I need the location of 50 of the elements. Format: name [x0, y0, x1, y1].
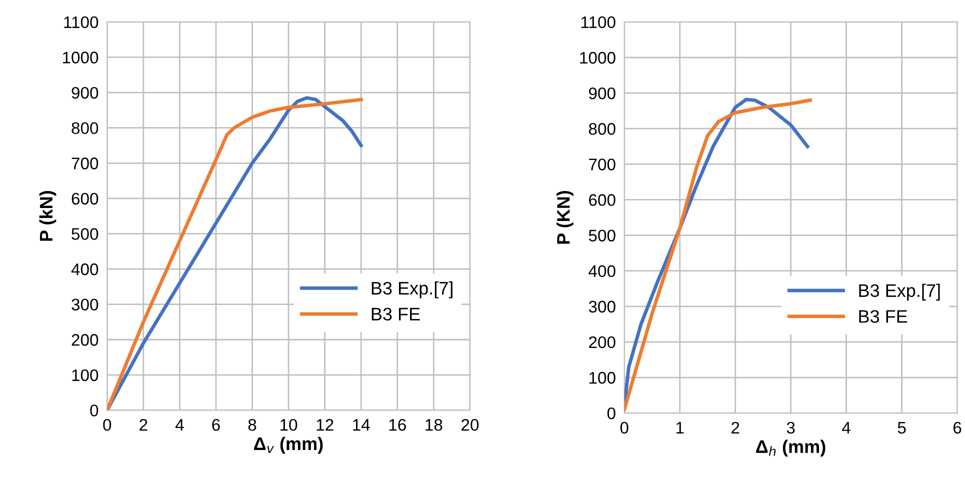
y-tick-label: 900 [589, 87, 616, 100]
y-tick-label: 1100 [64, 16, 98, 28]
x-tick-label: 14 [353, 419, 370, 431]
y-tick-label: 600 [72, 192, 98, 205]
x-tick-label: 4 [842, 422, 850, 434]
x-tick-label: 16 [389, 418, 406, 431]
y-tick-label: 0 [90, 404, 98, 416]
x-tick-label: 2 [140, 418, 148, 431]
y-tick-label: 400 [71, 263, 98, 276]
x-tick-label: 6 [212, 418, 220, 431]
y-tick-label: 100 [589, 372, 616, 384]
y-tick-label: 300 [588, 300, 616, 313]
x-tick-label: 1 [676, 422, 684, 434]
y-tick-label: 200 [72, 334, 98, 346]
x-tick-label: 20 [462, 418, 479, 431]
x-tick-label: 12 [316, 418, 334, 431]
x-tick-label: 10 [280, 418, 298, 431]
legend-label: B3 FE [372, 308, 420, 321]
x-tick-label: 18 [426, 418, 442, 431]
x-tick-label: 3 [786, 422, 795, 434]
y-tick-label: 500 [72, 228, 98, 240]
x-tick-label: 5 [898, 422, 906, 434]
y-tick-label: 1000 [580, 52, 616, 64]
x-tick-label: 6 [953, 422, 962, 434]
x-tick-label: 8 [248, 418, 256, 431]
y-tick-label: 600 [589, 194, 616, 206]
y-axis-title: P (KN) [556, 190, 574, 244]
legend-label: B3 FE [859, 310, 908, 323]
y-tick-label: 0 [607, 407, 616, 420]
y-tick-label: 100 [72, 369, 98, 382]
y-tick-label: 500 [588, 230, 616, 242]
y-tick-label: 700 [72, 158, 98, 170]
y-tick-label: 800 [588, 123, 616, 135]
legend-label: B3 Exp.[7] [372, 281, 452, 298]
x-tick-label: 0 [620, 422, 628, 434]
x-axis-title: Δ$_{v}$ (mm) [254, 436, 323, 454]
y-tick-label: 400 [588, 265, 616, 278]
y-tick-label: 700 [589, 158, 616, 170]
y-tick-label: 800 [72, 122, 98, 134]
legend-label: B3 Exp.[7] [859, 284, 940, 301]
y-tick-label: 1100 [581, 16, 616, 28]
x-axis-title: Δ$_{h}$ (mm) [756, 440, 826, 457]
x-tick-label: 4 [175, 419, 184, 431]
x-tick-label: 2 [732, 422, 740, 434]
y-tick-label: 1000 [62, 52, 98, 64]
x-tick-label: 0 [103, 418, 112, 431]
y-tick-label: 200 [589, 336, 616, 348]
y-tick-label: 900 [72, 86, 98, 99]
y-tick-label: 300 [72, 298, 98, 311]
y-axis-title: P (kN) [39, 191, 56, 241]
